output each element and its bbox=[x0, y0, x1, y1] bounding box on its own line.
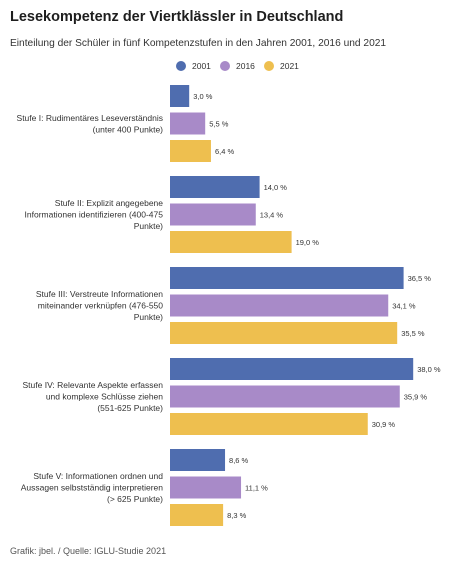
bar-2021 bbox=[170, 231, 292, 253]
legend: 2001 2016 2021 bbox=[0, 61, 456, 75]
legend-label-2001: 2001 bbox=[192, 61, 211, 71]
category-label: Stufe IV: Relevante Aspekte erfassen und … bbox=[23, 380, 164, 413]
value-label: 8,6 % bbox=[229, 456, 249, 465]
bar-2021 bbox=[170, 140, 211, 162]
bar-2016 bbox=[170, 294, 389, 317]
bar-2001 bbox=[170, 267, 404, 289]
category-label: Stufe I: Rudimentäres Leseverständnis (un… bbox=[17, 113, 164, 135]
value-label: 14,0 % bbox=[264, 183, 288, 192]
value-label: 11,1 % bbox=[245, 484, 268, 493]
value-label: 38,0 % bbox=[417, 365, 441, 374]
bar-2016 bbox=[170, 476, 242, 499]
value-label: 34,1 % bbox=[392, 302, 416, 311]
legend-swatch-2016 bbox=[220, 61, 230, 71]
bar-2016 bbox=[170, 203, 256, 226]
value-label: 6,4 % bbox=[215, 147, 235, 156]
bar-2001 bbox=[170, 449, 226, 471]
legend-label-2016: 2016 bbox=[236, 61, 255, 71]
legend-item-2021: 2021 bbox=[264, 61, 299, 71]
bar-2021 bbox=[170, 322, 398, 344]
value-label: 36,5 % bbox=[408, 274, 432, 283]
category-label: Stufe V: Informationen ordnen und Aussage… bbox=[21, 471, 163, 504]
bar-2021 bbox=[170, 413, 368, 435]
value-label: 35,5 % bbox=[401, 329, 425, 338]
category-label: Stufe III: Verstreute Informationen mitei… bbox=[36, 289, 163, 322]
chart-title: Lesekompetenz der Viertklässler in Deuts… bbox=[10, 9, 344, 25]
chart-footer: Grafik: jbel. / Quelle: IGLU-Studie 2021 bbox=[10, 546, 167, 556]
bar-2021 bbox=[170, 504, 224, 526]
bar-2001 bbox=[170, 358, 414, 380]
legend-item-2001: 2001 bbox=[176, 61, 211, 71]
bar-2016 bbox=[170, 112, 206, 135]
chart-subtitle: Einteilung der Schüler in fünf Kompetenz… bbox=[10, 38, 387, 49]
legend-label-2021: 2021 bbox=[280, 61, 299, 71]
value-label: 3,0 % bbox=[193, 92, 213, 101]
legend-swatch-2021 bbox=[264, 61, 274, 71]
value-label: 19,0 % bbox=[296, 238, 320, 247]
value-label: 5,5 % bbox=[209, 120, 229, 129]
legend-swatch-2001 bbox=[176, 61, 186, 71]
bar-2001 bbox=[170, 85, 190, 107]
legend-item-2016: 2016 bbox=[220, 61, 255, 71]
bar-2016 bbox=[170, 385, 400, 408]
value-label: 8,3 % bbox=[227, 511, 247, 520]
value-label: 35,9 % bbox=[404, 393, 428, 402]
value-label: 13,4 % bbox=[260, 211, 284, 220]
bar-2001 bbox=[170, 176, 260, 198]
category-label: Stufe II: Explizit angegebene Information… bbox=[25, 198, 164, 231]
value-label: 30,9 % bbox=[372, 420, 396, 429]
